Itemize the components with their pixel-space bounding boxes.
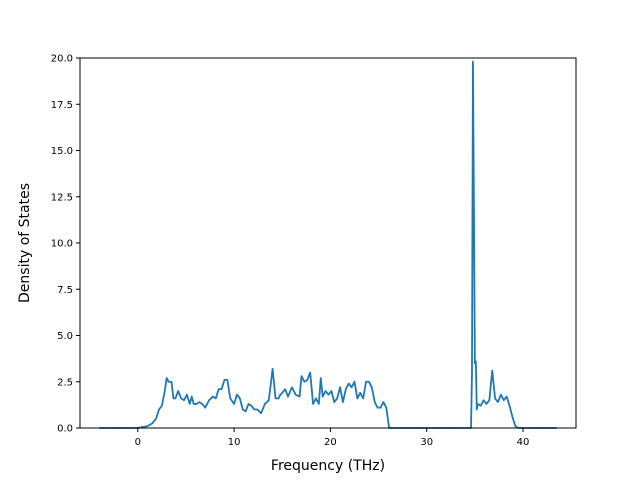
y-axis-title: Density of States [17, 183, 33, 303]
x-tick-label: 20 [324, 437, 337, 448]
y-tick-label: 17.5 [51, 100, 73, 111]
dos-line [99, 60, 557, 429]
x-tick-label: 40 [517, 437, 530, 448]
x-tick-label: 0 [135, 437, 141, 448]
y-tick-label: 2.5 [57, 377, 73, 388]
x-tick-label: 10 [228, 437, 241, 448]
y-axis: 0.0 2.5 5.0 7.5 10.0 12.5 15.0 17.5 20.0 [51, 54, 80, 435]
y-tick-label: 5.0 [57, 331, 73, 342]
y-tick-label: 10.0 [51, 239, 73, 250]
series-layer [99, 60, 557, 429]
y-tick-label: 0.0 [57, 424, 73, 435]
y-tick-label: 7.5 [57, 285, 73, 296]
y-tick-label: 20.0 [51, 54, 73, 65]
x-tick-label: 30 [420, 437, 433, 448]
x-axis-title: Frequency (THz) [271, 458, 385, 474]
y-tick-label: 15.0 [51, 146, 73, 157]
x-axis: 0 10 20 30 40 [135, 428, 530, 448]
y-tick-label: 12.5 [51, 192, 73, 203]
